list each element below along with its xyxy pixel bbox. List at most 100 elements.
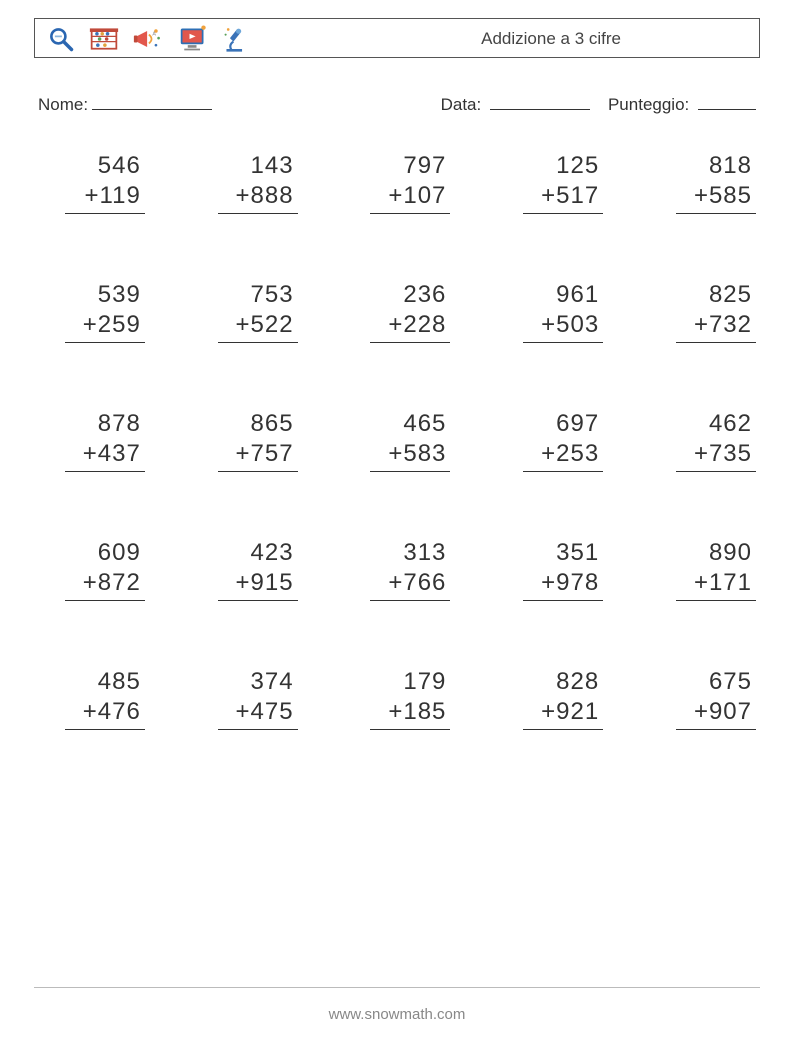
svg-text:A: A bbox=[152, 31, 156, 37]
problem: 697+253 bbox=[496, 409, 603, 472]
problem: 818+585 bbox=[649, 151, 756, 214]
date-field: Data: bbox=[441, 92, 590, 115]
addend-bottom: +757 bbox=[236, 439, 298, 469]
problem: 865+757 bbox=[191, 409, 298, 472]
problem: 313+766 bbox=[344, 538, 451, 601]
problem-rule bbox=[676, 342, 756, 343]
score-field: Punteggio: bbox=[608, 92, 756, 115]
addend-bottom: +228 bbox=[388, 310, 450, 340]
addend-bottom: +583 bbox=[388, 439, 450, 469]
problem-rule bbox=[65, 729, 145, 730]
addend-bottom: +921 bbox=[541, 697, 603, 727]
problem: 374+475 bbox=[191, 667, 298, 730]
problem: 609+872 bbox=[38, 538, 145, 601]
problem-rule bbox=[218, 600, 298, 601]
addend-top: 462 bbox=[709, 409, 756, 439]
megaphone-icon: A bbox=[133, 25, 163, 53]
problems-grid: 546+119 143+888 797+107 125+517 818+585 539+2… bbox=[34, 151, 760, 730]
name-field: Nome: bbox=[38, 92, 212, 115]
addend-top: 878 bbox=[98, 409, 145, 439]
problem-rule bbox=[676, 471, 756, 472]
magnifier-icon bbox=[47, 25, 75, 53]
problem-rule bbox=[218, 213, 298, 214]
addend-bottom: +259 bbox=[83, 310, 145, 340]
addend-bottom: +171 bbox=[694, 568, 756, 598]
problem: 753+522 bbox=[191, 280, 298, 343]
problem: 351+978 bbox=[496, 538, 603, 601]
problem-rule bbox=[370, 471, 450, 472]
addend-top: 374 bbox=[251, 667, 298, 697]
addend-bottom: +732 bbox=[694, 310, 756, 340]
addend-top: 485 bbox=[98, 667, 145, 697]
addend-bottom: +253 bbox=[541, 439, 603, 469]
problem: 462+735 bbox=[649, 409, 756, 472]
addend-bottom: +517 bbox=[541, 181, 603, 211]
problem-rule bbox=[523, 213, 603, 214]
footer-divider bbox=[34, 987, 760, 988]
monitor-icon bbox=[177, 25, 209, 53]
problem: 125+517 bbox=[496, 151, 603, 214]
header-box: A Addizione a 3 cifre bbox=[34, 18, 760, 58]
problem: 878+437 bbox=[38, 409, 145, 472]
problem: 485+476 bbox=[38, 667, 145, 730]
problem-rule bbox=[370, 600, 450, 601]
problem-rule bbox=[523, 342, 603, 343]
addend-top: 865 bbox=[251, 409, 298, 439]
name-blank[interactable] bbox=[92, 92, 212, 110]
microscope-icon bbox=[223, 24, 249, 54]
addend-top: 825 bbox=[709, 280, 756, 310]
problem-rule bbox=[523, 600, 603, 601]
score-blank[interactable] bbox=[698, 92, 756, 110]
date-blank[interactable] bbox=[490, 92, 590, 110]
addend-bottom: +915 bbox=[236, 568, 298, 598]
problem: 423+915 bbox=[191, 538, 298, 601]
addend-bottom: +475 bbox=[236, 697, 298, 727]
footer-url: www.snowmath.com bbox=[329, 1006, 466, 1023]
addend-bottom: +978 bbox=[541, 568, 603, 598]
addend-top: 313 bbox=[403, 538, 450, 568]
addend-top: 236 bbox=[403, 280, 450, 310]
problem-rule bbox=[65, 471, 145, 472]
addend-bottom: +585 bbox=[694, 181, 756, 211]
problem: 890+171 bbox=[649, 538, 756, 601]
header-icons: A bbox=[43, 24, 249, 54]
worksheet-title: Addizione a 3 cifre bbox=[481, 29, 751, 49]
addend-bottom: +119 bbox=[85, 181, 145, 211]
problem-rule bbox=[676, 600, 756, 601]
addend-bottom: +766 bbox=[388, 568, 450, 598]
problem: 179+185 bbox=[344, 667, 451, 730]
addend-top: 143 bbox=[251, 151, 298, 181]
addend-bottom: +503 bbox=[541, 310, 603, 340]
problem-rule bbox=[65, 213, 145, 214]
addend-bottom: +735 bbox=[694, 439, 756, 469]
name-label: Nome: bbox=[38, 95, 88, 115]
addend-bottom: +107 bbox=[388, 181, 450, 211]
problem-rule bbox=[676, 213, 756, 214]
problem-rule bbox=[370, 213, 450, 214]
problem: 961+503 bbox=[496, 280, 603, 343]
addend-bottom: +888 bbox=[236, 181, 298, 211]
problem-rule bbox=[65, 600, 145, 601]
addend-top: 179 bbox=[403, 667, 450, 697]
problem: 539+259 bbox=[38, 280, 145, 343]
addend-top: 546 bbox=[98, 151, 145, 181]
addend-top: 828 bbox=[556, 667, 603, 697]
problem-rule bbox=[523, 729, 603, 730]
problem-rule bbox=[370, 729, 450, 730]
addend-top: 351 bbox=[556, 538, 603, 568]
addend-bottom: +476 bbox=[83, 697, 145, 727]
problem: 546+119 bbox=[38, 151, 145, 214]
problem-rule bbox=[370, 342, 450, 343]
addend-top: 797 bbox=[403, 151, 450, 181]
addend-bottom: +437 bbox=[83, 439, 145, 469]
addend-bottom: +185 bbox=[388, 697, 450, 727]
addend-bottom: +872 bbox=[83, 568, 145, 598]
problem: 465+583 bbox=[344, 409, 451, 472]
problem-rule bbox=[218, 471, 298, 472]
addend-top: 125 bbox=[556, 151, 603, 181]
worksheet-page: A Addizione a 3 cifre bbox=[0, 0, 794, 1053]
footer: www.snowmath.com bbox=[0, 987, 794, 1023]
addend-bottom: +907 bbox=[694, 697, 756, 727]
addend-bottom: +522 bbox=[236, 310, 298, 340]
score-label: Punteggio: bbox=[608, 95, 689, 114]
